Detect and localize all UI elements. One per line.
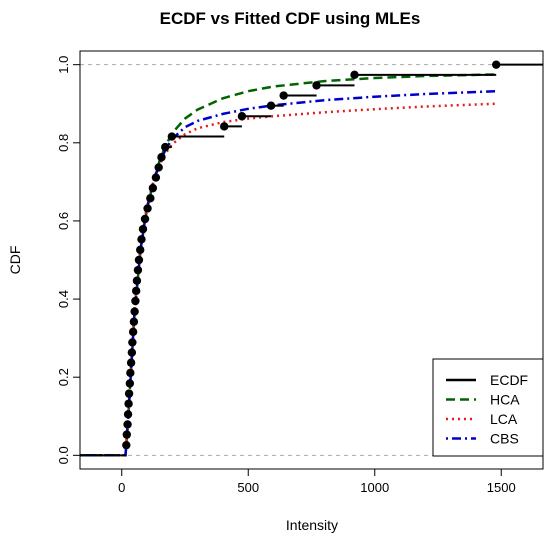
y-tick-label-3: 0.6 xyxy=(56,212,71,230)
ecdf-point-30 xyxy=(167,132,177,141)
x-tick-label-1: 500 xyxy=(237,480,259,495)
ecdf-point-10 xyxy=(128,338,137,347)
ecdf-point-3 xyxy=(123,410,133,419)
ecdf-point-16 xyxy=(132,276,142,285)
legend-box xyxy=(432,358,544,457)
ecdf-point-37 xyxy=(491,60,501,69)
y-tick-label-5: 1.0 xyxy=(56,56,71,74)
ecdf-point-23 xyxy=(143,204,152,213)
ecdf-point-5 xyxy=(124,389,134,398)
ecdf-point-32 xyxy=(237,112,247,121)
legend-label-cbs: CBS xyxy=(490,431,519,447)
x-tick-label-3: 1500 xyxy=(487,480,516,495)
x-tick-label-2: 1000 xyxy=(360,480,389,495)
ecdf-point-14 xyxy=(131,296,140,306)
ecdf-point-33 xyxy=(266,101,276,110)
ecdf-point-1 xyxy=(122,430,132,439)
ecdf-point-34 xyxy=(279,91,288,100)
ecdf-point-20 xyxy=(137,235,146,244)
y-tick-label-2: 0.4 xyxy=(56,290,71,308)
y-axis-label: CDF xyxy=(7,246,23,275)
legend: ECDF HCA LCA CBS xyxy=(432,358,544,457)
ecdf-point-18 xyxy=(134,255,144,265)
ecdf-point-27 xyxy=(154,163,163,172)
ecdf-point-13 xyxy=(130,307,139,316)
ecdf-point-11 xyxy=(128,327,138,337)
ecdf-point-24 xyxy=(146,194,155,203)
y-tick-label-4: 0.8 xyxy=(56,134,71,152)
ecdf-point-6 xyxy=(125,379,135,388)
x-tick-label-0: 0 xyxy=(118,480,125,495)
ecdf-point-21 xyxy=(138,224,148,234)
ecdf-point-17 xyxy=(133,265,143,275)
ecdf-point-22 xyxy=(140,214,150,224)
ecdf-point-9 xyxy=(127,348,137,357)
legend-label-lca: LCA xyxy=(490,411,518,427)
ecdf-point-0 xyxy=(122,440,131,450)
ecdf-point-19 xyxy=(136,245,145,255)
legend-label-ecdf: ECDF xyxy=(490,372,528,388)
ecdf-point-7 xyxy=(126,368,135,378)
ecdf-point-36 xyxy=(350,70,359,80)
y-tick-label-0: 0.0 xyxy=(56,446,71,464)
ecdf-point-8 xyxy=(126,358,136,367)
plot-frame xyxy=(79,50,544,470)
ecdf-point-2 xyxy=(123,420,132,429)
ecdf-point-15 xyxy=(131,286,141,296)
ecdf-point-35 xyxy=(312,81,321,90)
ecdf-point-4 xyxy=(124,399,133,408)
x-axis-label: Intensity xyxy=(286,517,338,533)
y-axis: 0.0 0.2 0.4 0.6 0.8 1.0 xyxy=(56,56,80,464)
ecdf-point-12 xyxy=(129,317,139,326)
legend-label-hca: HCA xyxy=(490,392,520,408)
ecdf-point-29 xyxy=(161,142,170,152)
ecdf-point-31 xyxy=(220,122,229,131)
ecdf-point-25 xyxy=(148,183,158,193)
chart-title: ECDF vs Fitted CDF using MLEs xyxy=(160,9,421,28)
y-tick-label-1: 0.2 xyxy=(56,368,71,386)
x-axis: 0 500 1000 1500 xyxy=(118,469,516,495)
ecdf-point-28 xyxy=(157,153,166,162)
ecdf-point-26 xyxy=(151,173,161,182)
